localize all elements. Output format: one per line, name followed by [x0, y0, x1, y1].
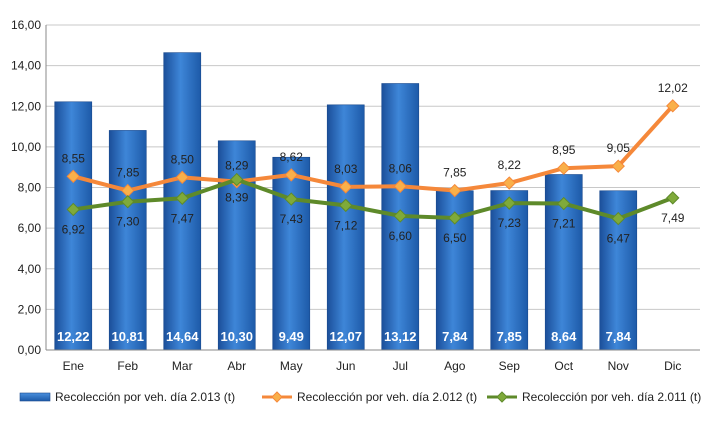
series-marker	[175, 191, 189, 205]
series-marker	[448, 183, 462, 198]
series-marker	[339, 180, 353, 194]
x-tick-label: Dic	[664, 359, 681, 373]
y-tick-label: 6,00	[18, 221, 42, 235]
x-tick-label: Oct	[554, 359, 573, 373]
series-marker	[66, 202, 80, 217]
line-value-label: 7,23	[498, 216, 522, 230]
series-marker	[339, 198, 353, 213]
bar-value-label: 7,84	[606, 329, 632, 344]
line-value-label: 7,12	[334, 218, 358, 232]
series-marker	[230, 172, 244, 187]
x-tick-label: Jul	[393, 359, 408, 373]
legend: Recolección por veh. día 2.013 (t) Recole…	[19, 390, 701, 404]
legend-label: Recolección por veh. día 2.011 (t)	[522, 390, 701, 404]
line-value-label: 8,22	[498, 158, 522, 172]
legend-swatch-marker	[271, 391, 283, 403]
series-marker	[666, 99, 680, 113]
series-marker	[448, 211, 462, 225]
series-marker	[502, 196, 516, 210]
line-value-label: 6,92	[62, 222, 86, 236]
x-tick-label: Ago	[444, 359, 466, 373]
series-marker	[175, 170, 189, 185]
bar-value-label: 7,84	[442, 329, 468, 344]
legend-swatch-marker	[496, 391, 508, 403]
line-value-label: 8,55	[62, 151, 86, 165]
bar-series: 12,22 10,81 14,64 10,30 9,49 12,07 13,12 7,84 7,…	[54, 52, 638, 351]
line-value-label: 8,29	[225, 159, 249, 173]
line-value-label: 6,50	[443, 231, 467, 245]
bar	[54, 101, 93, 351]
x-tick-label: Nov	[608, 359, 629, 373]
x-tick-label: Abr	[227, 359, 246, 373]
y-tick-label: 12,00	[11, 99, 41, 113]
line-value-label: 8,03	[334, 162, 358, 176]
bar-value-label: 12,07	[329, 329, 362, 344]
series-marker	[611, 159, 625, 173]
y-tick-label: 4,00	[18, 262, 42, 276]
series-marker	[393, 179, 407, 193]
series-line	[72, 177, 674, 221]
bar	[272, 156, 311, 351]
line-series: 8,55 7,85 8,50 8,29 8,62 8,03 8,06 7,85 8,22 8,95…	[62, 81, 689, 246]
series-marker	[284, 192, 298, 206]
x-tick-label: May	[280, 359, 303, 373]
series-marker	[393, 209, 407, 223]
bar-value-label: 13,12	[384, 329, 417, 344]
line-value-label: 8,95	[552, 143, 576, 157]
line-value-label: 8,06	[389, 161, 413, 175]
bar-value-label: 10,81	[111, 329, 144, 344]
line-value-label: 12,02	[658, 81, 688, 95]
line-value-label: 7,49	[661, 211, 685, 225]
y-axis: 0,00 2,00 4,00 6,00 8,00 10,00 12,00 14,00 16,00	[11, 18, 47, 357]
line-value-label: 7,21	[552, 217, 576, 231]
bar-value-label: 8,64	[551, 329, 577, 344]
series-marker	[557, 196, 571, 211]
bar	[326, 104, 365, 351]
bar	[108, 130, 147, 351]
bar-value-label: 10,30	[220, 329, 253, 344]
x-axis: Ene Feb Mar Abr May Jun Jul Ago Sep Oct Nov Dic	[46, 349, 700, 373]
series-line	[72, 104, 675, 193]
y-tick-label: 16,00	[11, 18, 41, 32]
legend-label: Recolección por veh. día 2.012 (t)	[297, 390, 477, 404]
line-value-label: 8,50	[171, 152, 195, 166]
y-tick-label: 2,00	[18, 302, 42, 316]
bar	[490, 190, 529, 351]
series-marker	[557, 161, 571, 175]
legend-swatch-bar	[19, 392, 51, 402]
line-value-label: 7,85	[116, 166, 140, 180]
line-value-label: 8,39	[225, 191, 249, 205]
y-tick-label: 8,00	[18, 181, 42, 195]
y-tick-label: 10,00	[11, 140, 41, 154]
bar-value-label: 14,64	[166, 329, 199, 344]
series-marker	[502, 176, 516, 190]
x-tick-label: Feb	[117, 359, 138, 373]
line-value-label: 7,85	[443, 166, 467, 180]
series-marker	[121, 195, 135, 209]
x-tick-label: Sep	[499, 359, 521, 373]
x-tick-label: Ene	[63, 359, 85, 373]
series-marker	[666, 191, 680, 205]
legend-label: Recolección por veh. día 2.013 (t)	[55, 390, 235, 404]
line-value-label: 6,47	[607, 232, 631, 246]
y-tick-label: 14,00	[11, 59, 41, 73]
line-value-label: 6,60	[389, 229, 413, 243]
y-tick-label: 0,00	[18, 343, 42, 357]
line-value-label: 9,05	[607, 141, 631, 155]
line-value-label: 7,43	[280, 212, 304, 226]
x-tick-label: Jun	[336, 359, 355, 373]
line-value-label: 7,47	[171, 211, 195, 225]
bar-value-label: 9,49	[279, 329, 304, 344]
line-value-label: 7,30	[116, 215, 140, 229]
series-marker	[284, 168, 298, 182]
x-tick-label: Mar	[172, 359, 193, 373]
bar-value-label: 7,85	[497, 329, 522, 344]
series-marker	[611, 211, 625, 226]
series-marker	[66, 169, 80, 184]
line-value-label: 8,62	[280, 150, 304, 164]
bar-value-label: 12,22	[57, 329, 90, 344]
